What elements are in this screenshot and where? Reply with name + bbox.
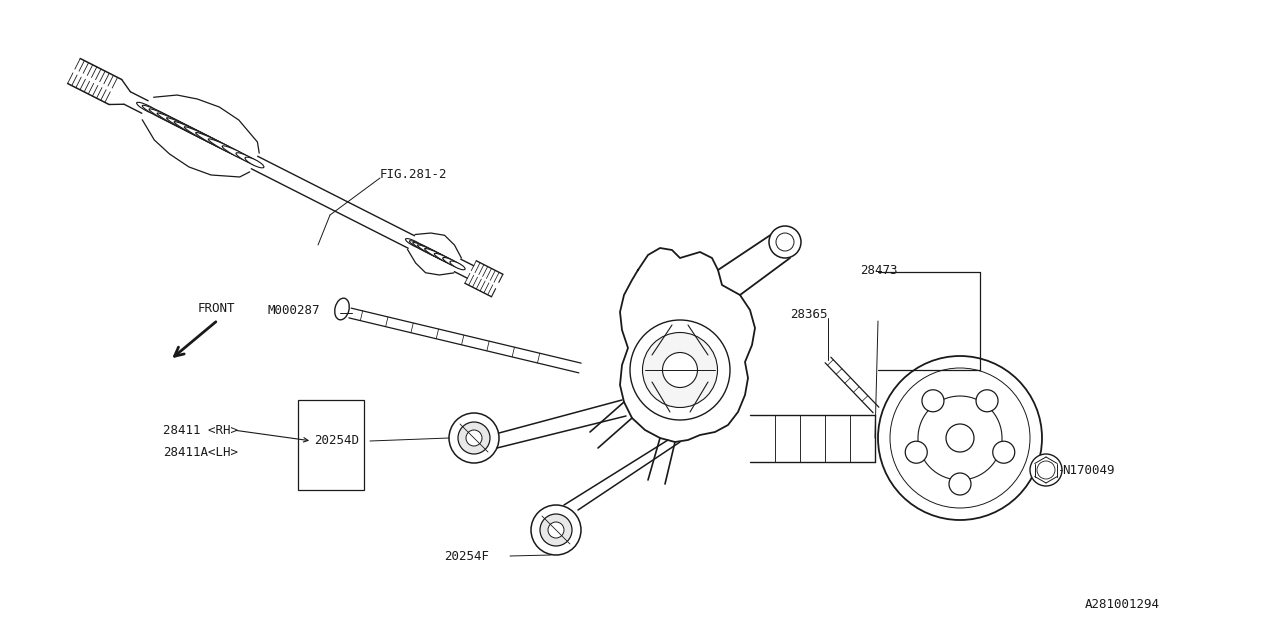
Ellipse shape — [458, 422, 490, 454]
Ellipse shape — [223, 146, 257, 164]
Text: FIG.281-2: FIG.281-2 — [380, 168, 448, 182]
Text: 20254D: 20254D — [314, 435, 358, 447]
Ellipse shape — [174, 122, 234, 152]
Ellipse shape — [209, 139, 253, 162]
Text: A281001294: A281001294 — [1085, 598, 1160, 611]
Polygon shape — [620, 248, 755, 442]
Ellipse shape — [449, 413, 499, 463]
Ellipse shape — [630, 320, 730, 420]
Ellipse shape — [776, 233, 794, 251]
Ellipse shape — [425, 248, 460, 267]
Text: 28411 <RH>: 28411 <RH> — [163, 424, 238, 436]
Ellipse shape — [946, 424, 974, 452]
Ellipse shape — [466, 430, 483, 446]
Ellipse shape — [142, 106, 178, 124]
Ellipse shape — [196, 132, 248, 159]
Ellipse shape — [905, 441, 927, 463]
Ellipse shape — [643, 333, 718, 408]
Text: 28411A<LH>: 28411A<LH> — [163, 445, 238, 458]
Ellipse shape — [406, 239, 424, 248]
Text: FRONT: FRONT — [198, 301, 236, 314]
Ellipse shape — [769, 226, 801, 258]
Ellipse shape — [918, 396, 1002, 480]
Ellipse shape — [410, 241, 436, 255]
Ellipse shape — [157, 113, 210, 140]
Text: 20254F: 20254F — [444, 550, 489, 563]
Ellipse shape — [977, 390, 998, 412]
Ellipse shape — [443, 257, 463, 269]
Ellipse shape — [166, 118, 224, 147]
Ellipse shape — [236, 153, 261, 166]
Bar — [298, 400, 364, 490]
Ellipse shape — [948, 473, 972, 495]
Text: M000287: M000287 — [268, 303, 320, 317]
Ellipse shape — [412, 243, 448, 260]
Ellipse shape — [148, 109, 195, 132]
Ellipse shape — [890, 368, 1030, 508]
Ellipse shape — [663, 353, 698, 387]
Ellipse shape — [540, 514, 572, 546]
Ellipse shape — [993, 441, 1015, 463]
Ellipse shape — [184, 127, 242, 156]
Text: 28365: 28365 — [790, 308, 827, 321]
Ellipse shape — [137, 102, 159, 115]
Ellipse shape — [1030, 454, 1062, 486]
Ellipse shape — [451, 261, 465, 270]
Text: 28473: 28473 — [860, 264, 897, 276]
Ellipse shape — [335, 298, 349, 320]
Ellipse shape — [878, 356, 1042, 520]
Ellipse shape — [531, 505, 581, 555]
Ellipse shape — [922, 390, 943, 412]
Text: N170049: N170049 — [1062, 463, 1115, 477]
Ellipse shape — [548, 522, 564, 538]
Ellipse shape — [417, 245, 454, 264]
Ellipse shape — [434, 253, 462, 268]
Ellipse shape — [244, 157, 264, 168]
